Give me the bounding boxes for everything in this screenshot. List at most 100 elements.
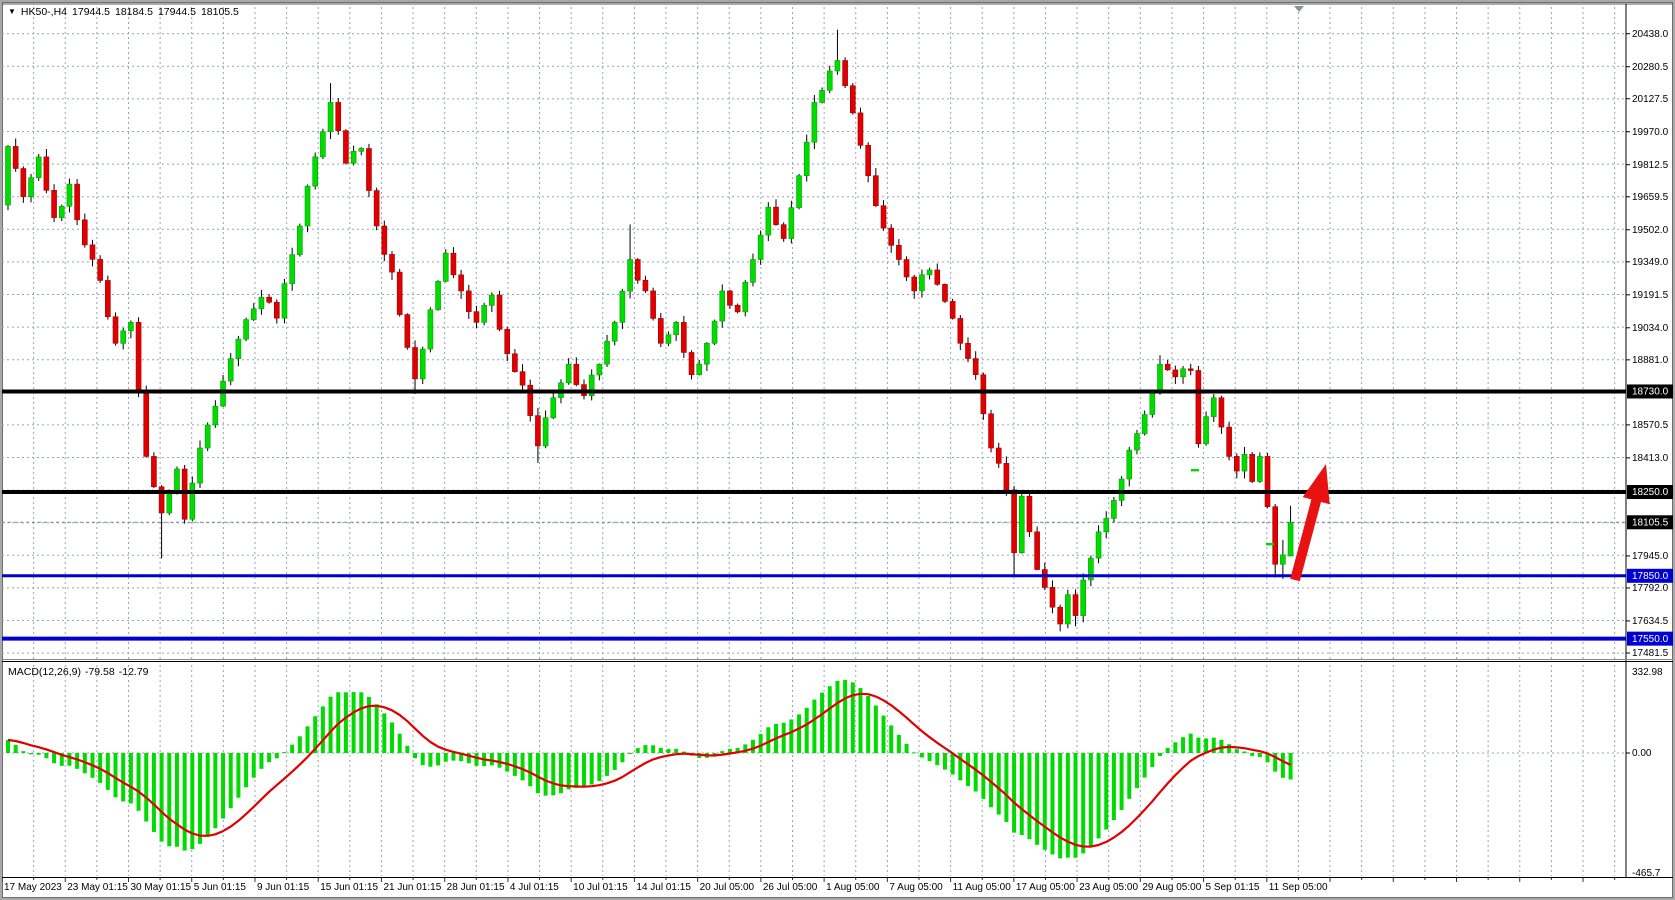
macd-histogram-bar <box>1127 753 1132 799</box>
macd-histogram-bar <box>1012 753 1017 833</box>
bull-candle-body <box>542 417 549 447</box>
macd-histogram-bar <box>850 682 855 753</box>
macd-histogram-bar <box>881 715 886 753</box>
time-axis-label: 30 May 01:15 <box>130 882 191 893</box>
time-axis-label: 21 Jun 01:15 <box>383 882 441 893</box>
bull-candle-body <box>166 492 173 514</box>
macd-histogram-bar <box>643 745 648 753</box>
macd-histogram-bar <box>873 705 878 753</box>
candle <box>1203 411 1209 446</box>
macd-histogram-bar <box>1096 753 1101 839</box>
macd-histogram-bar <box>758 734 763 753</box>
macd-histogram-bar <box>29 753 34 755</box>
bull-candle-body <box>826 70 833 91</box>
candle <box>504 326 511 362</box>
annotations[interactable] <box>1191 6 1330 582</box>
candle <box>419 346 426 385</box>
time-axis-label: 7 Aug 05:00 <box>889 882 943 893</box>
bear-candle-body <box>12 146 19 169</box>
bull-candle-body <box>696 363 703 376</box>
ohlc-close: 18105.5 <box>200 6 239 18</box>
macd-histogram-bar <box>919 753 924 758</box>
macd-histogram-bar <box>52 753 57 764</box>
price-badge-17550.0: 17550.0 <box>1627 631 1673 646</box>
candle <box>197 440 203 488</box>
macd-histogram-bar <box>528 753 533 787</box>
macd-histogram-bar <box>1027 753 1032 840</box>
bull-candle-body <box>435 281 441 311</box>
candle <box>688 350 695 380</box>
macd-histogram-bar <box>313 716 318 753</box>
candle <box>773 199 779 226</box>
bear-candle-body <box>496 294 503 330</box>
candle <box>942 283 948 304</box>
bull-candle-body <box>711 320 718 344</box>
candle <box>565 358 572 385</box>
time-axis-label: 17 Aug 05:00 <box>1016 882 1075 893</box>
horizontal-levels[interactable] <box>2 389 1626 641</box>
bear-candle-body <box>642 279 649 292</box>
time-axis-label: 10 Jul 01:15 <box>573 882 628 893</box>
macd-histogram-bar <box>213 753 218 829</box>
chart-shift-marker-icon[interactable] <box>1294 6 1304 12</box>
macd-histogram-bar <box>236 753 241 798</box>
candle <box>1057 604 1063 632</box>
macd-histogram-bar <box>1158 753 1162 757</box>
bear-candle-body <box>957 318 964 344</box>
candle <box>258 289 265 315</box>
bear-candle-body <box>1172 369 1179 378</box>
candle <box>535 407 541 463</box>
macd-histogram-bar <box>605 753 610 776</box>
bull-candle-body <box>811 102 818 143</box>
bear-candle-body <box>857 112 864 146</box>
bull-candle-body <box>243 319 249 340</box>
macd-histogram-bar <box>351 692 356 753</box>
bull-candle-body <box>565 363 572 384</box>
macd-histogram-bar <box>459 753 464 762</box>
macd-histogram-bar <box>436 753 441 766</box>
bull-candle-body <box>1018 495 1025 554</box>
bear-candle-body <box>657 318 664 344</box>
macd-histogram-bar <box>1104 753 1109 830</box>
bear-candle-body <box>903 259 910 278</box>
candle <box>1141 410 1148 436</box>
macd-histogram-bar <box>1280 753 1285 778</box>
candle <box>273 299 280 324</box>
bear-candle-body <box>865 145 871 177</box>
bear-candle-body <box>527 384 534 416</box>
macd-histogram-bar <box>712 753 717 756</box>
candle <box>151 452 157 488</box>
candle <box>857 107 864 149</box>
price-badge-bg <box>1627 568 1673 583</box>
macd-scale-label: 332.98 <box>1632 667 1663 678</box>
candle <box>619 288 626 330</box>
macd-histogram-bar <box>420 753 425 766</box>
bull-candle-body <box>189 482 196 520</box>
bear-candle-body <box>681 322 687 353</box>
bullish-arrow-annotation[interactable] <box>1290 464 1330 582</box>
candle <box>681 315 687 358</box>
macd-histogram-bar <box>443 753 448 762</box>
candle <box>673 321 679 342</box>
macd-histogram-bar <box>274 753 279 759</box>
bear-candle-body <box>1272 506 1278 565</box>
bull-candle-body <box>1149 391 1156 415</box>
candle <box>389 251 395 280</box>
candle <box>519 364 526 393</box>
bear-candle-body <box>412 347 418 380</box>
bull-candle-body <box>611 322 618 342</box>
ohlc-info-bar: ▼ HK50-,H4 17944.5 18184.5 17944.5 18105.5 <box>8 6 244 18</box>
macd-histogram-bar <box>359 692 364 753</box>
macd-histogram-bar <box>67 753 72 766</box>
macd-histogram-bar <box>566 753 571 790</box>
macd-histogram-bar <box>804 707 809 753</box>
price-tick-label: 17792.0 <box>1632 583 1669 594</box>
time-axis-label: 29 Aug 05:00 <box>1142 882 1201 893</box>
bear-candle-body <box>1264 456 1271 507</box>
candle <box>1234 453 1240 479</box>
macd-histogram-bar <box>405 745 410 753</box>
candle <box>826 65 833 94</box>
chevron-down-icon[interactable]: ▼ <box>8 7 16 16</box>
